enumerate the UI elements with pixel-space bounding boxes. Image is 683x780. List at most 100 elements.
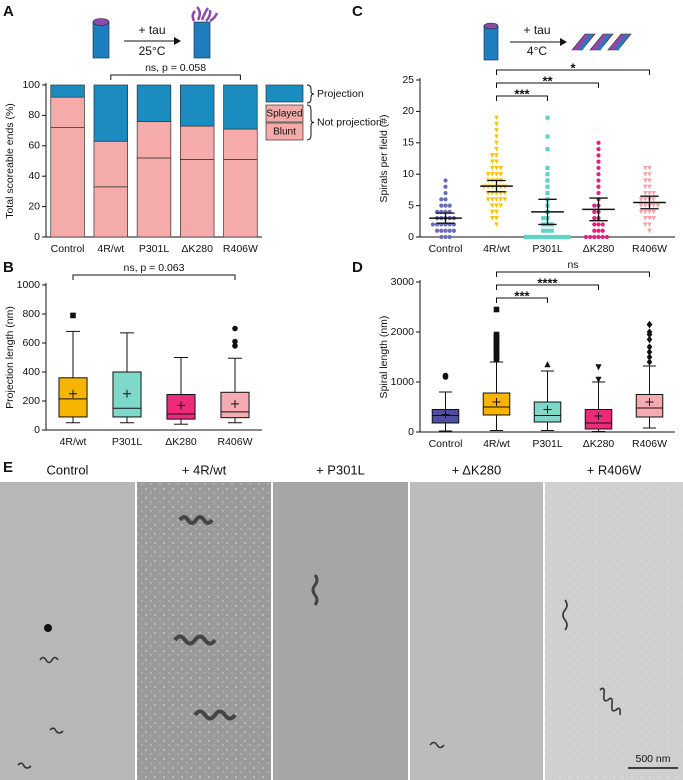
mean-marker	[231, 399, 239, 408]
significance-bracket	[496, 95, 548, 101]
point	[596, 159, 601, 164]
y-tick-label: 0	[408, 231, 414, 243]
point	[439, 197, 444, 202]
point	[232, 338, 238, 345]
point	[493, 306, 500, 313]
point	[430, 222, 435, 227]
point	[604, 234, 610, 240]
point	[545, 115, 550, 120]
x-tick-label: R406W	[223, 243, 258, 255]
mean-marker	[492, 398, 501, 406]
point	[566, 234, 571, 240]
point	[494, 203, 499, 209]
point	[443, 203, 448, 208]
point	[646, 320, 653, 329]
bar-segment	[93, 84, 128, 142]
x-tick-label: Control	[429, 243, 463, 255]
significance-bracket	[496, 297, 548, 303]
point	[498, 203, 504, 209]
bar-segment	[223, 84, 258, 130]
panel-label: C	[352, 3, 363, 20]
x-tick-label: R406W	[632, 438, 667, 450]
point	[545, 146, 550, 152]
point	[596, 140, 601, 145]
significance-label: ****	[537, 275, 558, 290]
point	[647, 222, 652, 227]
bar-segment	[50, 96, 85, 128]
point	[502, 184, 508, 190]
point	[642, 165, 648, 171]
point	[443, 234, 448, 240]
point	[592, 216, 597, 221]
point	[600, 234, 605, 240]
point	[523, 234, 529, 240]
point	[642, 197, 648, 202]
point	[439, 234, 444, 240]
point	[232, 325, 238, 332]
point	[646, 348, 653, 356]
point	[595, 364, 602, 371]
significance-label: **	[542, 73, 553, 88]
x-tick-label: ΔK280	[583, 243, 615, 255]
mean-marker	[594, 412, 603, 420]
point	[485, 184, 491, 190]
significance-label: *	[570, 60, 576, 75]
x-tick-label: 4R/wt	[483, 438, 510, 450]
legend-swatch	[265, 84, 304, 103]
y-tick-label: 1000	[17, 279, 41, 291]
point	[647, 178, 652, 183]
point	[647, 216, 652, 221]
y-tick-label: 0	[34, 424, 40, 436]
bar-segment	[180, 159, 215, 238]
y-axis-label: Projection length (nm)	[4, 306, 16, 409]
x-tick-label: 4R/wt	[483, 243, 510, 255]
legend-brace	[306, 84, 315, 104]
schematic-c	[483, 22, 632, 61]
y-tick-label: 5	[408, 199, 414, 211]
significance-label: ns, p = 0.058	[145, 62, 206, 74]
point	[541, 228, 546, 233]
mean-marker	[123, 389, 131, 398]
point	[494, 153, 499, 158]
point	[545, 228, 550, 233]
point	[592, 234, 597, 240]
point	[647, 165, 652, 171]
point	[435, 228, 440, 233]
point	[494, 134, 499, 140]
y-tick-label: 2000	[391, 326, 415, 338]
point	[443, 190, 448, 196]
y-tick-label: 40	[28, 170, 40, 182]
point	[553, 234, 558, 240]
legend-label: Blunt	[273, 127, 296, 138]
image-label: + R406W	[587, 462, 642, 477]
point	[447, 228, 452, 233]
point	[494, 216, 499, 221]
image-label: Control	[47, 462, 89, 477]
significance-label: ns, p = 0.063	[123, 262, 184, 274]
point	[596, 165, 601, 171]
error-bar	[538, 198, 557, 226]
significance-bracket	[496, 69, 650, 75]
schematic-text: + tau	[138, 23, 165, 37]
point	[493, 331, 500, 338]
mean-marker	[177, 401, 185, 410]
point	[498, 165, 504, 171]
y-axis-label: Total scoreable ends (%)	[4, 103, 16, 219]
point	[544, 361, 551, 368]
point	[647, 209, 652, 215]
point	[596, 228, 601, 233]
point	[489, 209, 495, 215]
y-tick-label: 400	[22, 366, 40, 378]
bar-segment	[50, 127, 85, 238]
y-tick-label: 600	[22, 337, 40, 349]
point	[651, 197, 657, 202]
point	[494, 172, 499, 177]
y-tick-label: 80	[28, 109, 40, 121]
point	[583, 234, 589, 240]
error-bar	[487, 179, 506, 193]
y-tick-label: 1000	[391, 376, 415, 388]
point	[592, 222, 597, 227]
point	[489, 216, 495, 221]
point	[592, 228, 597, 233]
